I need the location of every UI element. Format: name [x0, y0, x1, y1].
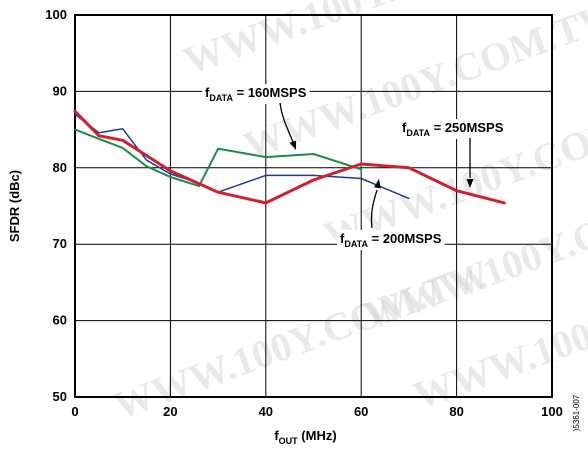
watermark-layer: WWW.100Y.COM.TWWWW.100Y.COM.TWWWW.100Y.C… — [108, 0, 588, 428]
y-tick-label: 50 — [53, 389, 67, 404]
y-tick-label: 90 — [53, 83, 67, 98]
arrowhead-250msps — [466, 179, 474, 188]
series-line-2 — [73, 109, 506, 205]
label-160msps: fDATA = 160MSPS — [205, 85, 307, 103]
x-tick-label: 60 — [354, 404, 368, 419]
series-lines — [73, 109, 506, 205]
x-tick-label: 20 — [163, 404, 177, 419]
arrow-200msps — [370, 189, 378, 229]
y-tick-label: 70 — [53, 236, 67, 251]
x-tick-label: 40 — [259, 404, 273, 419]
x-tick-label: 0 — [71, 404, 78, 419]
label-bg-200msps — [337, 230, 445, 250]
x-tick-labels: 0 20 40 60 80 100 — [71, 404, 562, 419]
arrow-160msps — [279, 102, 294, 143]
y-tick-labels: 50 60 70 80 90 100 — [45, 7, 67, 404]
label-200msps: fDATA = 200MSPS — [340, 231, 442, 249]
series-annotations: fDATA = 160MSPS fDATA = 200MSPS fDATA = … — [202, 84, 507, 250]
arrowhead-160msps — [289, 140, 297, 150]
arrowhead-200msps — [373, 179, 381, 189]
label-250msps: fDATA = 250MSPS — [402, 120, 504, 138]
label-bg-160msps — [202, 84, 310, 104]
y-tick-label: 60 — [53, 313, 67, 328]
x-axis-label: fOUT (MHz) — [274, 428, 336, 446]
plot-frame — [74, 14, 553, 398]
y-tick-label: 100 — [45, 7, 67, 22]
x-tick-label: 100 — [541, 404, 563, 419]
y-tick-label: 80 — [53, 160, 67, 175]
series-line-0 — [74, 128, 363, 188]
label-bg-250msps — [399, 119, 507, 139]
x-tick-label: 80 — [449, 404, 463, 419]
y-axis-label: SFDR (dBc) — [7, 170, 22, 242]
figure-id: )5361-007 — [572, 394, 581, 431]
